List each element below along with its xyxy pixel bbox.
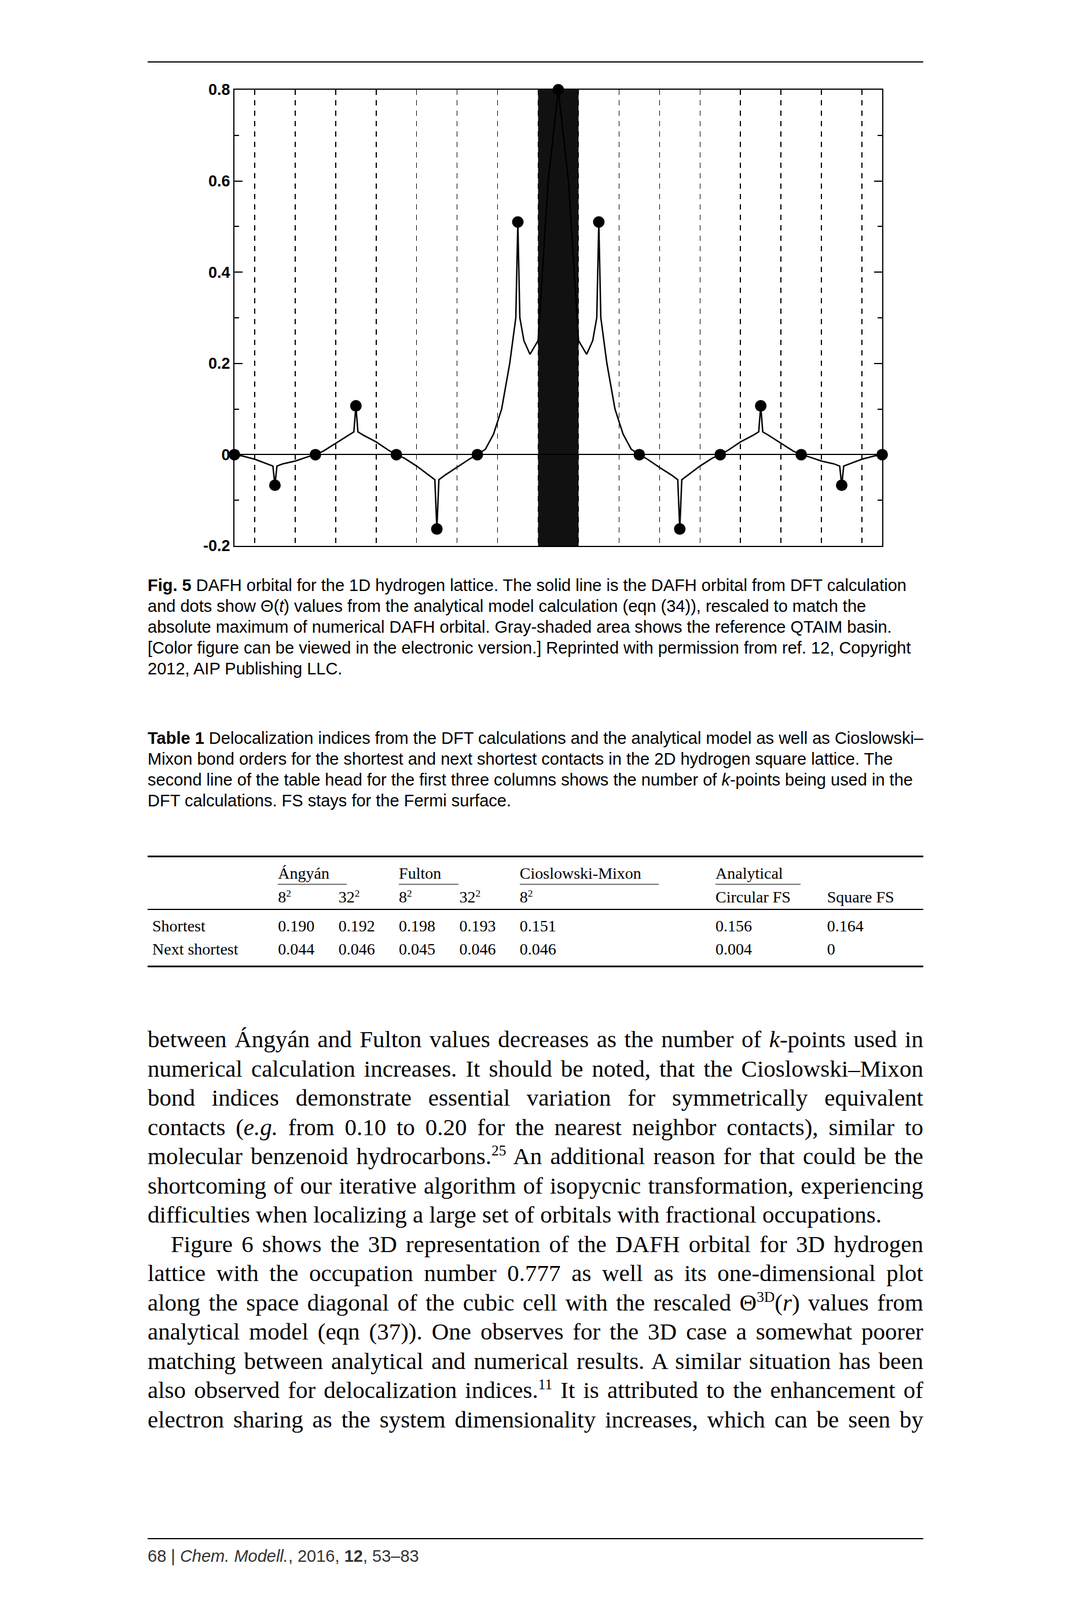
html-text:8: 8 [398, 887, 407, 906]
html-text:Table 1 Delocalization indices: Table 1 Delocalization indices from the … [147, 728, 924, 810]
html-text:2: 2 [286, 887, 292, 899]
html-text:0.198: 0.198 [398, 916, 436, 935]
html-text:Circular FS: Circular FS [715, 887, 791, 906]
html-text:0.164: 0.164 [827, 916, 864, 935]
html-text:2: 2 [527, 887, 533, 899]
html-text:0.046: 0.046 [459, 940, 496, 959]
html-text:8: 8 [278, 887, 287, 906]
html-text:0.045: 0.045 [398, 940, 436, 959]
svg-text:0.6: 0.6 [208, 172, 231, 190]
html-text:0.046: 0.046 [338, 940, 375, 959]
svg-text:0.4: 0.4 [208, 263, 231, 282]
html-text:Fulton: Fulton [398, 864, 442, 883]
html-text:0.151: 0.151 [519, 916, 557, 935]
html-text:32: 32 [338, 887, 355, 906]
html-text:Cioslowski-Mixon: Cioslowski-Mixon [519, 864, 642, 883]
html-text:2: 2 [354, 887, 360, 899]
html-text:Fig. 5 DAFH orbital for the 1D: Fig. 5 DAFH orbital for the 1D hydrogen … [147, 575, 911, 678]
html-text:8: 8 [519, 887, 528, 906]
html-text:Square FS: Square FS [827, 887, 895, 906]
svg-text:0.2: 0.2 [208, 354, 231, 373]
html-text:0.046: 0.046 [519, 940, 557, 959]
html-text:0.004: 0.004 [715, 940, 752, 959]
html-text:2: 2 [475, 887, 481, 899]
html-text:32: 32 [459, 887, 476, 906]
html-text:0.190: 0.190 [278, 916, 315, 935]
html-text:Analytical: Analytical [715, 864, 783, 883]
html-text:Next shortest: Next shortest [152, 940, 239, 959]
svg-text:0: 0 [221, 446, 231, 464]
html-text:2: 2 [406, 887, 413, 899]
html-text:Figure 6 shows the 3D represen: Figure 6 shows the 3D representation of … [147, 1230, 924, 1433]
html-text:68 | Chem. Modell., 2016, 12,: 68 | Chem. Modell., 2016, 12, 53–83 [147, 1546, 419, 1566]
html-text:0: 0 [827, 940, 836, 959]
html-text:Ángyán: Ángyán [278, 864, 330, 883]
svg-text:0.8: 0.8 [208, 81, 231, 99]
html-text:0.192: 0.192 [338, 916, 375, 935]
html-text:0.044: 0.044 [278, 940, 315, 959]
html-text:between Ángyán and Fulton valu: between Ángyán and Fulton values decreas… [147, 1025, 924, 1228]
html-text:0.156: 0.156 [715, 916, 752, 935]
html-text:Shortest: Shortest [152, 916, 206, 935]
svg-text:-0.2: -0.2 [203, 537, 231, 555]
html-text:0.193: 0.193 [459, 916, 496, 935]
